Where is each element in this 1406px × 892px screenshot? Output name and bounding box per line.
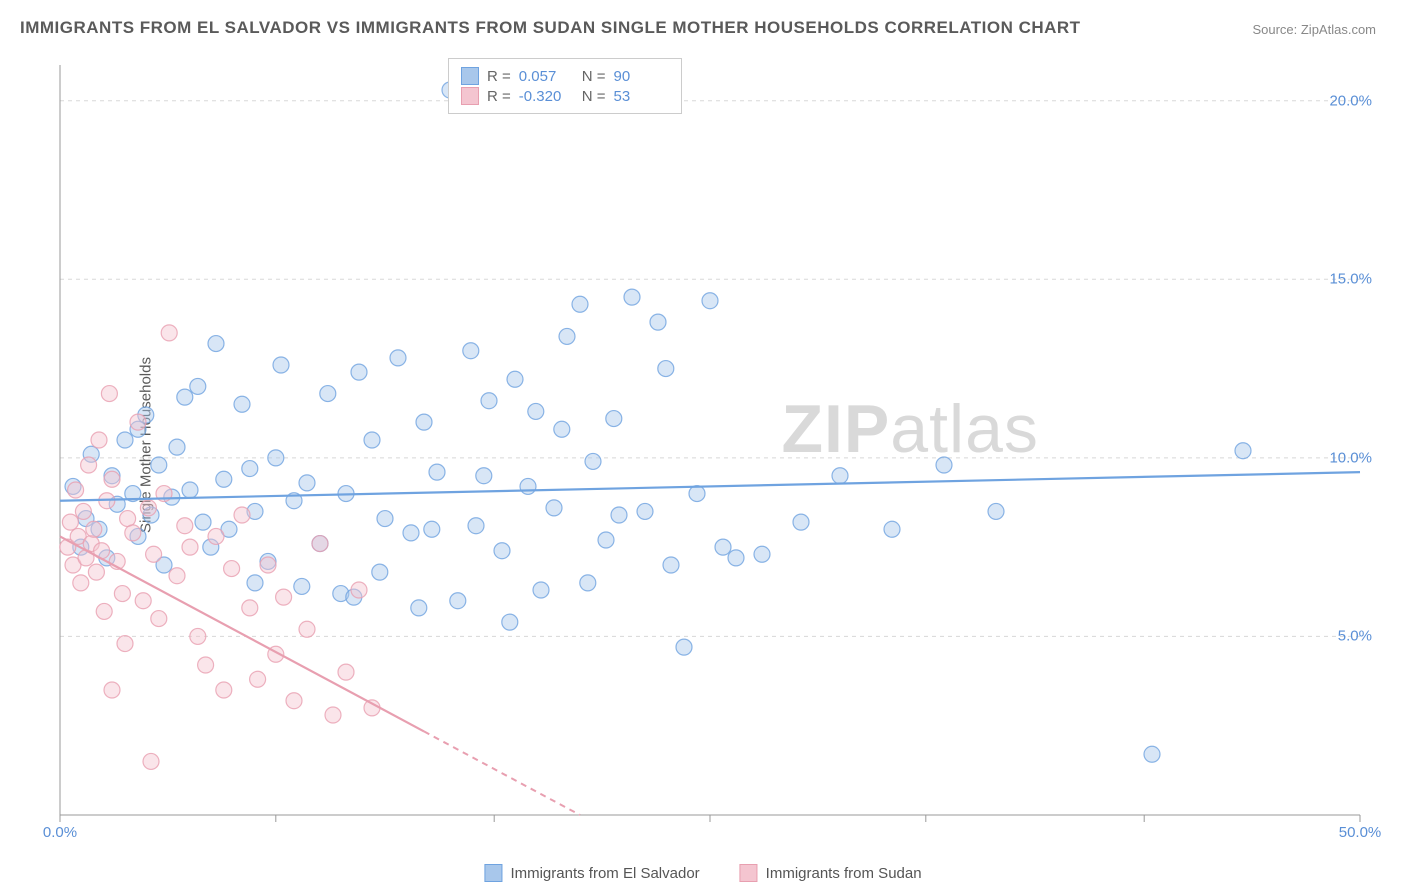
swatch-icon — [740, 864, 758, 882]
chart-area: Single Mother Households ZIPatlas 5.0%10… — [50, 55, 1380, 835]
swatch-icon — [484, 864, 502, 882]
stats-legend: R = 0.057 N = 90 R = -0.320 N = 53 — [448, 58, 682, 114]
stat-value-r: -0.320 — [519, 88, 574, 105]
y-tick-label: 15.0% — [1329, 271, 1372, 288]
stats-row-series-2: R = -0.320 N = 53 — [461, 87, 669, 105]
swatch-icon — [461, 87, 479, 105]
stat-label-r: R = — [487, 68, 511, 85]
bottom-legend: Immigrants from El Salvador Immigrants f… — [484, 864, 921, 882]
y-tick-label: 5.0% — [1338, 628, 1372, 645]
stat-value-n: 90 — [614, 68, 669, 85]
chart-title: IMMIGRANTS FROM EL SALVADOR VS IMMIGRANT… — [20, 18, 1081, 38]
swatch-icon — [461, 67, 479, 85]
legend-label: Immigrants from Sudan — [766, 865, 922, 882]
legend-item-1: Immigrants from El Salvador — [484, 864, 699, 882]
x-tick-label: 0.0% — [43, 824, 77, 841]
legend-label: Immigrants from El Salvador — [510, 865, 699, 882]
x-tick-label: 50.0% — [1339, 824, 1382, 841]
stats-row-series-1: R = 0.057 N = 90 — [461, 67, 669, 85]
stat-label-n: N = — [582, 88, 606, 105]
stat-label-n: N = — [582, 68, 606, 85]
y-tick-label: 10.0% — [1329, 449, 1372, 466]
source-label: Source: ZipAtlas.com — [1252, 22, 1376, 37]
y-tick-label: 20.0% — [1329, 92, 1372, 109]
stat-value-r: 0.057 — [519, 68, 574, 85]
stat-label-r: R = — [487, 88, 511, 105]
scatter-chart — [50, 55, 1380, 835]
legend-item-2: Immigrants from Sudan — [740, 864, 922, 882]
stat-value-n: 53 — [614, 88, 669, 105]
